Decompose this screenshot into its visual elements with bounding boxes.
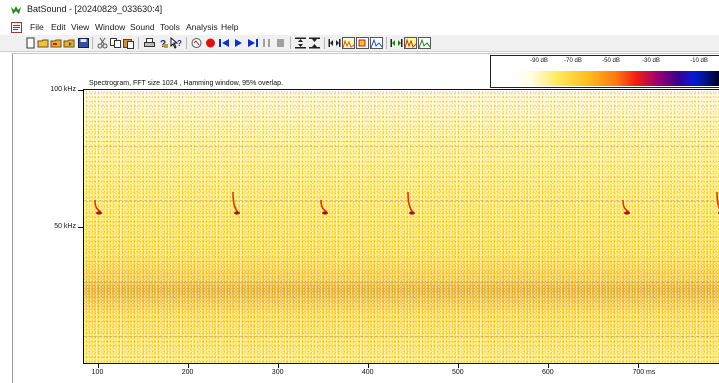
toolbar-separator <box>92 37 93 49</box>
menu-analysis[interactable]: Analysis <box>186 22 218 32</box>
menu-edit[interactable]: Edit <box>51 22 66 32</box>
print-icon[interactable] <box>143 37 156 49</box>
power-spectrum-icon[interactable] <box>370 37 383 49</box>
context-help-icon[interactable]: ? <box>170 37 183 49</box>
x-label: 700 ms <box>632 369 656 376</box>
cut-icon[interactable] <box>96 37 109 49</box>
zoom-vertical-icon[interactable] <box>294 37 307 49</box>
spectrum-green-icon[interactable] <box>418 37 431 49</box>
x-tick <box>547 364 549 368</box>
x-tick <box>457 364 459 368</box>
x-tick <box>277 364 279 368</box>
scale-label: -30 dB <box>642 58 660 64</box>
svg-text:?: ? <box>177 39 182 48</box>
menu-help[interactable]: Help <box>221 22 239 32</box>
menu-tools[interactable]: Tools <box>160 22 180 32</box>
window-title: BatSound - [20240829_033630:4] <box>27 4 163 14</box>
toolbar-separator <box>186 37 187 49</box>
spectrum-icon[interactable] <box>342 37 355 49</box>
svg-text:?: ? <box>160 39 166 49</box>
plot-border-top <box>83 89 719 90</box>
bat-call-mark <box>407 191 416 215</box>
scale-label: -10 dB <box>690 58 708 64</box>
y-tick <box>78 90 83 91</box>
bat-call-mark <box>93 199 102 215</box>
toolbar: ? ? <box>0 35 719 52</box>
x-tick <box>187 364 189 368</box>
bat-call-mark <box>231 191 240 215</box>
gridline <box>84 146 719 147</box>
document-icon[interactable] <box>11 22 22 33</box>
spectrogram-plot[interactable] <box>84 91 719 363</box>
menu-view[interactable]: View <box>71 22 90 32</box>
play-icon[interactable] <box>232 37 245 49</box>
stop-icon[interactable] <box>274 37 287 49</box>
bat-app-icon <box>11 6 21 14</box>
menu-window[interactable]: Window <box>95 22 126 32</box>
open-file-icon[interactable] <box>37 37 50 49</box>
open-folder-icon[interactable] <box>50 37 63 49</box>
x-label: 500 <box>451 369 464 376</box>
y-tick <box>78 227 83 228</box>
x-label: 300 <box>271 369 284 376</box>
x-label: 200 <box>181 369 194 376</box>
y-axis-line <box>83 89 84 364</box>
bat-call-mark <box>320 199 328 215</box>
copy-icon[interactable] <box>109 37 122 49</box>
fast-forward-icon[interactable] <box>246 37 259 49</box>
y-label-50khz: 50 kHz <box>54 223 76 230</box>
menu-sound[interactable]: Sound <box>130 22 155 32</box>
pause-icon[interactable] <box>260 37 273 49</box>
zoom-horizontal-icon[interactable] <box>328 37 341 49</box>
x-label: 100 <box>91 369 104 376</box>
record-level-icon[interactable] <box>190 37 203 49</box>
bat-call-mark <box>621 199 630 215</box>
paste-icon[interactable] <box>122 37 135 49</box>
zoom-time-icon[interactable] <box>390 37 403 49</box>
new-file-icon[interactable] <box>24 37 37 49</box>
menu-bar: File Edit View Window Sound Tools Analys… <box>0 21 719 35</box>
spectrogram-select-icon[interactable] <box>356 37 369 49</box>
toolbar-separator <box>386 37 387 49</box>
menu-file[interactable]: File <box>30 22 44 32</box>
title-bar[interactable]: BatSound - [20240829_033630:4] <box>0 0 719 21</box>
x-tick <box>367 364 369 368</box>
rewind-icon[interactable] <box>218 37 231 49</box>
x-axis-line <box>83 363 719 364</box>
toolbar-separator <box>324 37 325 49</box>
gridline <box>84 282 719 283</box>
spectrogram-caption: Spectrogram, FFT size 1024 , Hamming win… <box>89 80 284 87</box>
x-tick <box>637 364 639 368</box>
gridline <box>84 336 719 337</box>
x-tick <box>97 364 99 368</box>
help-icon[interactable]: ? <box>157 37 170 49</box>
scale-label: -70 dB <box>564 58 582 64</box>
scale-label: -90 dB <box>530 58 548 64</box>
record-icon[interactable] <box>204 37 217 49</box>
zoom-vertical-fit-icon[interactable] <box>308 37 321 49</box>
toolbar-separator <box>290 37 291 49</box>
x-label: 600 <box>542 369 554 376</box>
noise-texture <box>84 91 719 363</box>
import-icon[interactable] <box>63 37 76 49</box>
spectrum-yellow-icon[interactable] <box>404 37 417 49</box>
x-label: 400 <box>361 369 374 376</box>
bat-call-mark <box>716 191 719 214</box>
y-label-100khz: 100 kHz <box>50 86 76 93</box>
save-icon[interactable] <box>77 37 90 49</box>
gridline <box>84 200 719 201</box>
toolbar-separator <box>138 37 139 49</box>
scale-label: -50 dB <box>602 58 620 64</box>
color-scale-bar <box>512 71 719 86</box>
